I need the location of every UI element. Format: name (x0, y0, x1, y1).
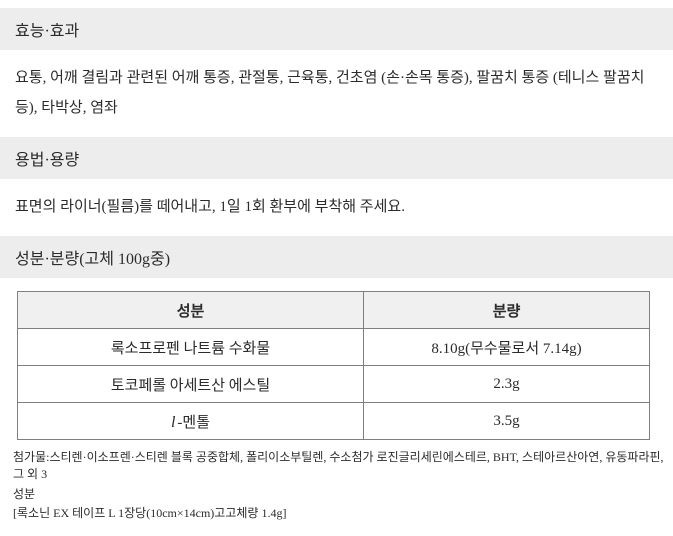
ingredients-table: 성분 분량 록소프로펜 나트륨 수화물 8.10g(무수물로서 7.14g) 토… (17, 291, 650, 440)
ingredient-amount: 2.3g (363, 365, 650, 403)
table-row: 토코페롤 아세트산 에스틸 2.3g (17, 365, 650, 403)
section-title-ingredients: 성분·분량(고체 100g중) (15, 251, 171, 268)
ingredient-amount: 8.10g(무수물로서 7.14g) (363, 328, 650, 366)
efficacy-body-text: 요통, 어깨 결림과 관련된 어깨 통증, 관절통, 근육통, 건초염 (손·손… (15, 70, 645, 116)
section-header-efficacy: 효능·효과 (0, 8, 673, 50)
section-header-ingredients: 성분·분량(고체 100g중) (0, 236, 673, 278)
section-header-dosage: 용법·용량 (0, 137, 673, 179)
footer-label: 성분 (13, 487, 36, 501)
ingredient-name: 록소프로펜 나트륨 수화물 (17, 328, 364, 366)
footnotes: 첨가물:스티렌·이소프렌·스티렌 블록 공중합체, 폴리이소부틸렌, 수소첨가 … (0, 449, 673, 522)
column-header-ingredient: 성분 (17, 291, 364, 329)
section-title-efficacy: 효능·효과 (15, 23, 80, 40)
additives-note: 첨가물:스티렌·이소프렌·스티렌 블록 공중합체, 폴리이소부틸렌, 수소첨가 … (13, 450, 664, 481)
ingredient-name: l -멘톨 (17, 402, 364, 440)
ingredients-table-header-row: 성분 분량 (17, 291, 650, 329)
table-row: 록소프로펜 나트륨 수화물 8.10g(무수물로서 7.14g) (17, 328, 650, 366)
section-title-dosage: 용법·용량 (15, 152, 80, 169)
ingredient-name: 토코페롤 아세트산 에스틸 (17, 365, 364, 403)
table-row: l -멘톨 3.5g (17, 402, 650, 440)
drug-info-page: 효능·효과 요통, 어깨 결림과 관련된 어깨 통증, 관절통, 근육통, 건초… (0, 8, 673, 536)
product-spec-note: [록소닌 EX 테이프 L 1장당(10cm×14cm)고고체량 1.4g] (13, 506, 287, 520)
dosage-body-text: 표면의 라이너(필름)를 떼어내고, 1일 1회 환부에 부착해 주세요. (15, 199, 405, 215)
ingredient-amount: 3.5g (363, 402, 650, 440)
column-header-amount: 분량 (363, 291, 650, 329)
italic-l-prefix: l (170, 413, 176, 431)
